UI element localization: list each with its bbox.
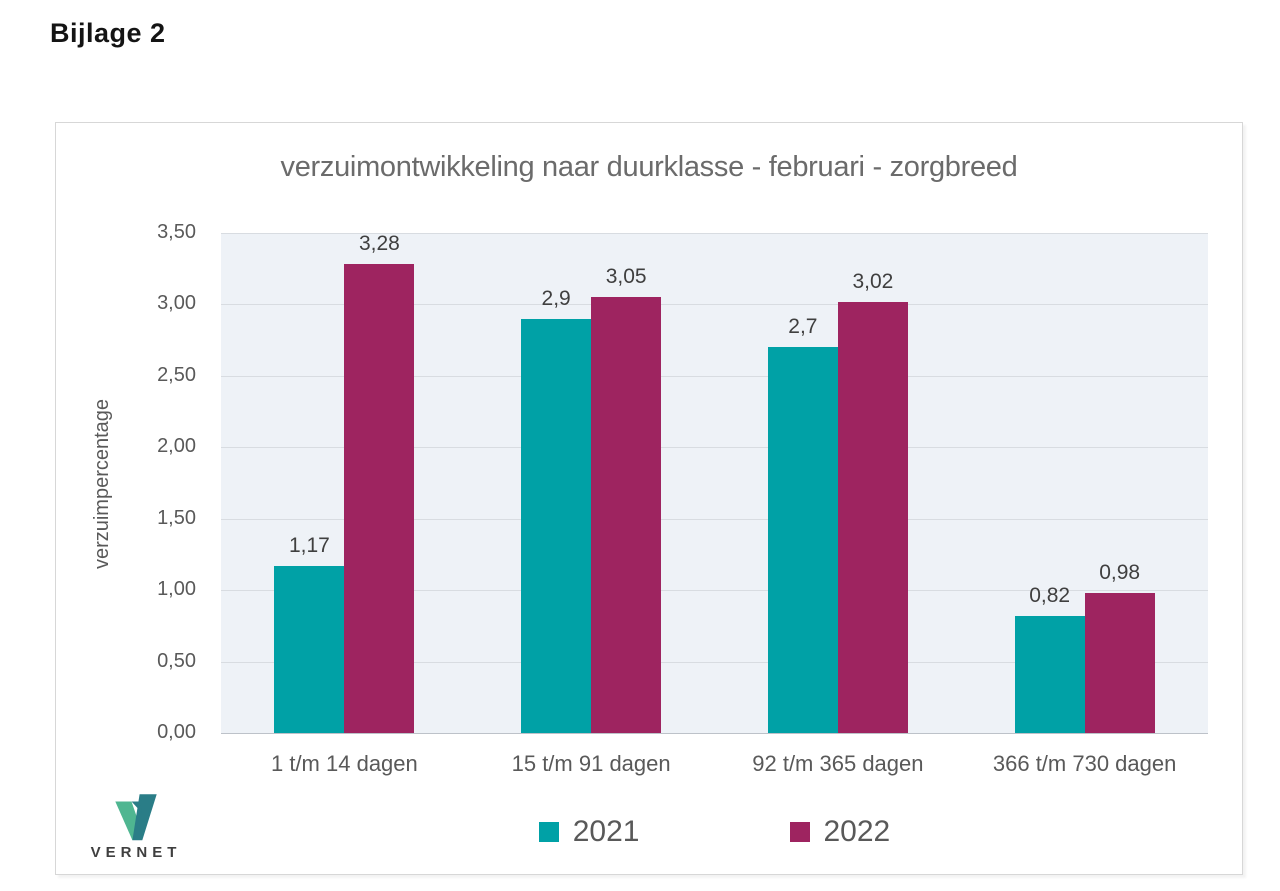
bar-value-label: 2,7 — [788, 315, 818, 339]
bar-2021-cat2 — [521, 318, 592, 733]
bar-2021-cat3 — [767, 347, 838, 733]
bar-value-label: 1,17 — [288, 533, 330, 557]
bar-2022-cat3 — [837, 301, 908, 733]
logo-right-arm — [132, 794, 157, 841]
bar-2021-cat1 — [274, 565, 345, 733]
bar-2022-cat1 — [344, 264, 415, 733]
y-tick-label: 2,50 — [157, 363, 196, 386]
y-axis-title: verzuimpercentage — [91, 398, 113, 570]
y-tick-label: 3,50 — [157, 221, 196, 243]
gridline-y-2,00 — [221, 447, 1208, 449]
bar-2022-cat2 — [591, 297, 662, 733]
bar-value-label: 2,9 — [541, 286, 571, 310]
x-category-label: 1 t/m 14 dagen — [270, 751, 418, 776]
gridline-y-3,50 — [221, 233, 1208, 234]
chart-legend: 2021 2022 — [221, 815, 1208, 849]
bar-2021-cat4 — [1014, 615, 1085, 733]
y-tick-label: 1,00 — [157, 578, 196, 601]
x-category-label: 366 t/m 730 dagen — [992, 751, 1177, 776]
y-tick-label: 1,50 — [157, 506, 196, 529]
bar-value-label: 0,82 — [1029, 583, 1071, 607]
bar-value-label: 3,02 — [852, 269, 894, 293]
y-tick-label: 3,00 — [157, 292, 196, 315]
plot-area: 0,00 0,50 1,00 1,50 2,00 2,50 3,00 3,50 1,17 3,28… — [157, 221, 1208, 776]
logo-notch — [131, 801, 143, 814]
x-category-label: 92 t/m 365 dagen — [752, 751, 924, 776]
bar-value-label: 3,28 — [358, 232, 400, 256]
x-category-label: 15 t/m 91 dagen — [511, 751, 671, 776]
legend-swatch-2022 — [789, 822, 810, 842]
bar-2022-cat4 — [1084, 593, 1155, 733]
y-tick-label: 2,00 — [157, 435, 196, 458]
gridline-y-1,00 — [221, 590, 1208, 592]
legend-item-2021: 2021 — [538, 815, 640, 849]
y-tick-label: 0,00 — [157, 721, 196, 743]
chart-card: verzuimontwikkeling naar duurklasse - fe… — [55, 122, 1243, 875]
vernet-logo-text: VERNET — [90, 844, 182, 861]
vernet-logo-icon — [115, 794, 157, 841]
gridline-y-0,00 — [221, 733, 1208, 734]
bar-value-label: 3,05 — [605, 265, 647, 289]
legend-swatch-2021 — [538, 822, 559, 842]
gridline-y-0,50 — [221, 661, 1208, 663]
gridline-y-1,50 — [221, 518, 1208, 520]
legend-label-2022: 2022 — [823, 815, 891, 848]
legend-label-2021: 2021 — [572, 815, 640, 848]
page-title: Bijlage 2 — [50, 18, 166, 48]
gridline-y-3,00 — [221, 304, 1208, 306]
bar-value-label: 0,98 — [1099, 561, 1141, 584]
legend-item-2022: 2022 — [789, 815, 891, 849]
gridline-y-2,50 — [221, 375, 1208, 377]
y-tick-label: 0,50 — [157, 649, 196, 672]
chart-title: verzuimontwikkeling naar duurklasse - fe… — [280, 151, 1018, 183]
vernet-logo: VERNET — [76, 788, 196, 868]
